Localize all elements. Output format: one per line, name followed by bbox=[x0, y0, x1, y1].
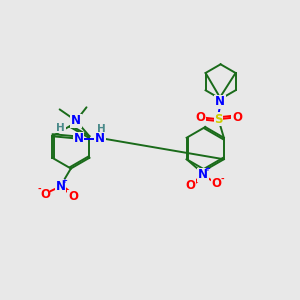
Text: N: N bbox=[71, 114, 81, 127]
Text: H: H bbox=[56, 123, 65, 133]
Text: H: H bbox=[97, 124, 106, 134]
Text: N: N bbox=[74, 132, 83, 145]
Text: O: O bbox=[40, 188, 50, 201]
Text: N: N bbox=[215, 95, 225, 108]
Text: O: O bbox=[185, 179, 196, 192]
Text: -: - bbox=[220, 175, 224, 184]
Text: +: + bbox=[61, 178, 67, 184]
Text: N: N bbox=[95, 132, 105, 145]
Text: S: S bbox=[214, 113, 223, 126]
Text: O: O bbox=[232, 111, 242, 124]
Text: +: + bbox=[204, 167, 210, 172]
Text: O: O bbox=[212, 177, 221, 190]
Text: -: - bbox=[38, 185, 41, 194]
Text: O: O bbox=[68, 190, 78, 203]
Text: N: N bbox=[56, 180, 65, 193]
Text: N: N bbox=[198, 168, 208, 181]
Text: O: O bbox=[195, 111, 205, 124]
